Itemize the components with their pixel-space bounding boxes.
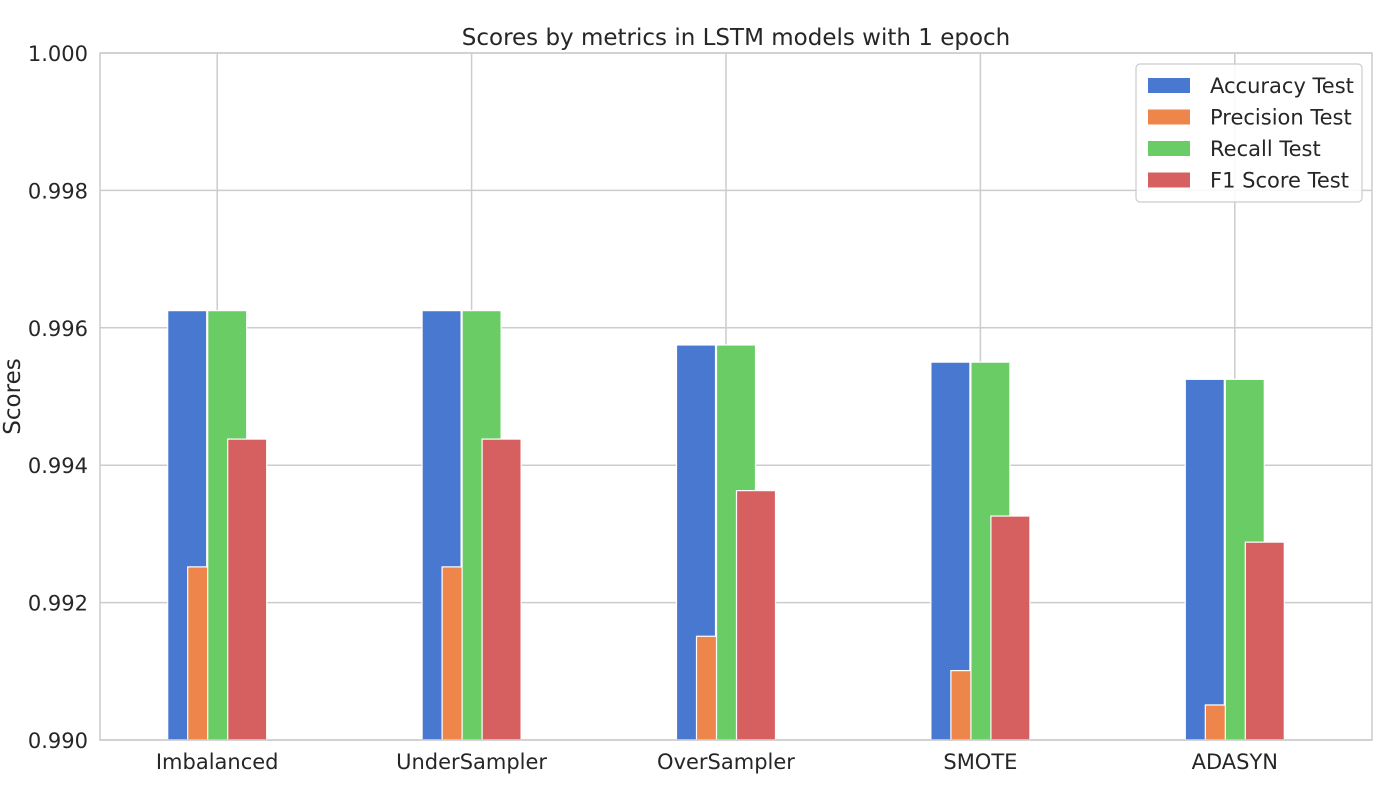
y-tick-label: 0.996 [28, 317, 88, 341]
x-tick-label: ADASYN [1192, 750, 1278, 774]
bar-f1-score-test [735, 490, 777, 741]
x-tick-label: Imbalanced [156, 750, 279, 774]
legend-label: F1 Score Test [1210, 169, 1349, 193]
legend-label: Precision Test [1210, 106, 1352, 130]
legend-swatch [1148, 141, 1190, 156]
y-tick-label: 1.000 [28, 42, 88, 66]
legend-label: Recall Test [1210, 137, 1321, 161]
legend-swatch [1148, 78, 1190, 93]
bar-f1-score-test [1244, 541, 1285, 741]
y-axis-label: Scores [0, 358, 26, 434]
y-tick-label: 0.994 [28, 454, 88, 478]
x-tick-label: UnderSampler [396, 750, 547, 774]
x-tick-labels: Imbalanced UnderSampler OverSampler SMOTE AD… [156, 750, 1278, 774]
legend-swatch [1148, 109, 1190, 125]
legend-label: Accuracy Test [1210, 74, 1354, 98]
bars [167, 310, 1285, 741]
y-tick-label: 0.990 [28, 729, 88, 753]
x-tick-label: SMOTE [943, 750, 1017, 774]
bar-f1-score-test [990, 515, 1031, 741]
bar-f1-score-test [481, 438, 522, 741]
bar-accuracy-test [1184, 378, 1225, 741]
x-tick-label: OverSampler [657, 750, 795, 774]
legend: Accuracy Test Precision Test Recall Test F1… [1135, 63, 1363, 203]
chart-title: Scores by metrics in LSTM models with 1 … [462, 25, 1011, 51]
y-tick-label: 0.992 [28, 592, 88, 616]
plot-frame [99, 52, 1373, 741]
y-tick-label: 0.998 [28, 179, 88, 203]
y-tick-labels: 0.990 0.992 0.994 0.996 0.998 1.000 [28, 42, 88, 753]
legend-box [1135, 63, 1363, 203]
bar-f1-score-test [227, 438, 268, 741]
legend-swatch [1148, 172, 1190, 188]
